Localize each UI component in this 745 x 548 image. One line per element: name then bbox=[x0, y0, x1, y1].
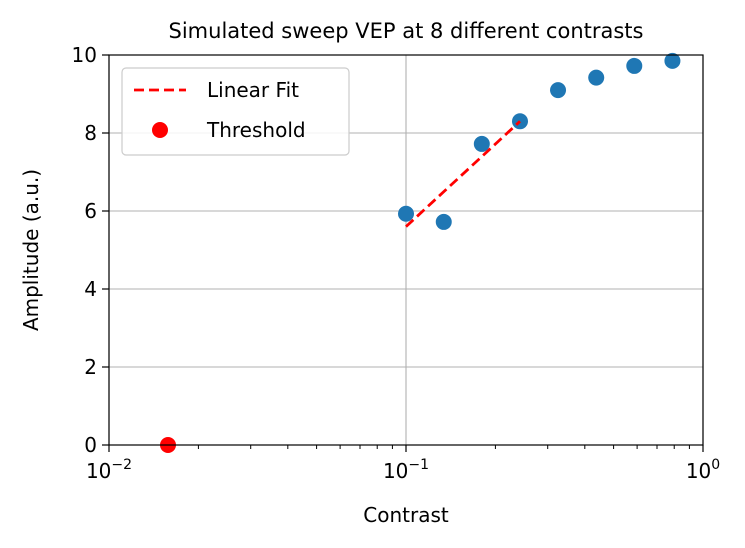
data-point bbox=[435, 213, 452, 230]
x-tick-exponent: 0 bbox=[711, 457, 720, 473]
y-tick-label: 8 bbox=[84, 121, 97, 145]
chart-title: Simulated sweep VEP at 8 different contr… bbox=[169, 19, 644, 43]
y-tick-label: 4 bbox=[84, 277, 97, 301]
x-tick-base: 10 bbox=[383, 459, 408, 483]
data-point bbox=[588, 69, 605, 86]
data-point bbox=[550, 82, 567, 99]
series bbox=[160, 52, 681, 453]
data-point bbox=[473, 135, 490, 152]
x-tick-exponent: −1 bbox=[408, 457, 429, 473]
legend-linear-fit-label: Linear Fit bbox=[207, 78, 299, 102]
legend-threshold-label: Threshold bbox=[206, 118, 306, 142]
x-tick-label: 10−1 bbox=[383, 457, 429, 483]
y-tick-label: 0 bbox=[84, 433, 97, 457]
linear-fit-line bbox=[405, 120, 521, 228]
legend-threshold-swatch bbox=[152, 122, 168, 138]
y-tick-label: 10 bbox=[72, 43, 97, 67]
x-tick-base: 10 bbox=[686, 459, 711, 483]
legend-box bbox=[121, 67, 350, 156]
data-point bbox=[398, 205, 414, 222]
y-tick-label: 2 bbox=[84, 355, 97, 379]
x-tick-label: 10−2 bbox=[86, 457, 132, 483]
legend: Linear Fit Threshold bbox=[121, 67, 350, 156]
data-point bbox=[626, 57, 643, 74]
x-tick-exponent: −2 bbox=[111, 457, 132, 473]
y-tick-label: 6 bbox=[84, 199, 97, 223]
data-point bbox=[664, 52, 681, 69]
x-tick-base: 10 bbox=[86, 459, 111, 483]
x-tick-label: 100 bbox=[686, 457, 720, 483]
x-axis-label: Contrast bbox=[363, 503, 449, 527]
plot-frame bbox=[108, 54, 704, 446]
y-axis-label: Amplitude (a.u.) bbox=[19, 169, 43, 331]
